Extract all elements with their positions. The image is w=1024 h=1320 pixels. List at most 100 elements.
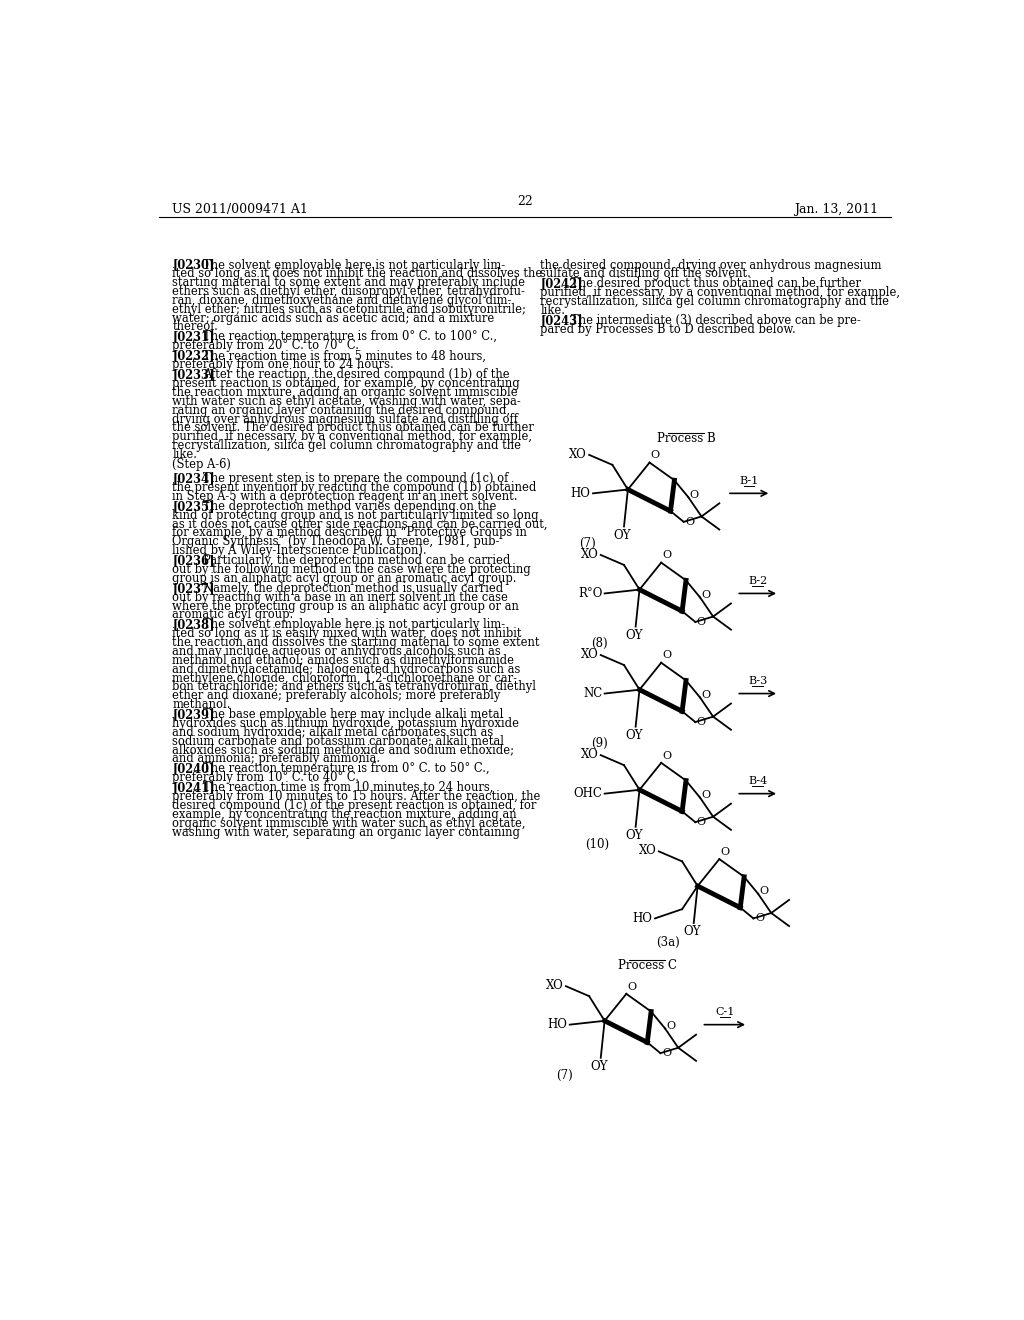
- Text: [0237]: [0237]: [172, 582, 215, 595]
- Text: B-2: B-2: [749, 576, 767, 586]
- Text: in Step A-5 with a deprotection reagent in an inert solvent.: in Step A-5 with a deprotection reagent …: [172, 490, 518, 503]
- Text: OY: OY: [613, 529, 631, 541]
- Text: O: O: [701, 590, 711, 601]
- Text: O: O: [760, 887, 769, 896]
- Text: O: O: [650, 450, 659, 461]
- Text: (Step A-6): (Step A-6): [172, 458, 231, 471]
- Text: present reaction is obtained, for example, by concentrating: present reaction is obtained, for exampl…: [172, 378, 520, 391]
- Text: with water such as ethyl acetate, washing with water, sepa-: with water such as ethyl acetate, washin…: [172, 395, 521, 408]
- Text: [0238]: [0238]: [172, 618, 215, 631]
- Text: OY: OY: [626, 628, 643, 642]
- Text: the present invention by reacting the compound (1b) obtained: the present invention by reacting the co…: [172, 480, 537, 494]
- Text: Organic Synthesis” (by Theodora W. Greene, 1981, pub-: Organic Synthesis” (by Theodora W. Green…: [172, 535, 500, 548]
- Text: [0235]: [0235]: [172, 500, 215, 512]
- Text: After the reaction, the desired compound (1b) of the: After the reaction, the desired compound…: [203, 368, 510, 381]
- Text: O: O: [697, 717, 706, 727]
- Text: lished by A Wiley-Interscience Publication).: lished by A Wiley-Interscience Publicati…: [172, 544, 427, 557]
- Text: O: O: [627, 982, 636, 991]
- Text: XO: XO: [581, 548, 598, 561]
- Text: OY: OY: [626, 829, 643, 842]
- Text: [0236]: [0236]: [172, 554, 215, 568]
- Text: The intermediate (3) described above can be pre-: The intermediate (3) described above can…: [571, 314, 861, 327]
- Text: O: O: [720, 847, 729, 857]
- Text: 22: 22: [517, 195, 532, 209]
- Text: like.: like.: [172, 447, 198, 461]
- Text: B-3: B-3: [749, 676, 767, 686]
- Text: B-1: B-1: [739, 475, 759, 486]
- Text: Process B: Process B: [656, 432, 716, 445]
- Text: [0230]: [0230]: [172, 259, 215, 272]
- Text: OY: OY: [591, 1060, 608, 1073]
- Text: methanol.: methanol.: [172, 698, 230, 711]
- Text: the desired compound, drying over anhydrous magnesium: the desired compound, drying over anhydr…: [541, 259, 882, 272]
- Text: ethers such as diethyl ether, diisopropyl ether, tetrahydrofu-: ethers such as diethyl ether, diisopropy…: [172, 285, 525, 298]
- Text: preferably from 10° C. to 40° C.: preferably from 10° C. to 40° C.: [172, 771, 359, 784]
- Text: purified, if necessary, by a conventional method, for example,: purified, if necessary, by a conventiona…: [541, 286, 900, 300]
- Text: The reaction temperature is from 0° C. to 50° C.,: The reaction temperature is from 0° C. t…: [203, 763, 489, 775]
- Text: Particularly, the deprotection method can be carried: Particularly, the deprotection method ca…: [203, 554, 511, 568]
- Text: out by the following method in the case where the protecting: out by the following method in the case …: [172, 562, 530, 576]
- Text: and may include aqueous or anhydrous alcohols such as: and may include aqueous or anhydrous alc…: [172, 645, 501, 657]
- Text: OY: OY: [626, 729, 643, 742]
- Text: US 2011/0009471 A1: US 2011/0009471 A1: [172, 203, 308, 216]
- Text: (7): (7): [579, 537, 596, 550]
- Text: ran, dioxane, dimethoxyethane and diethylene glycol dim-: ran, dioxane, dimethoxyethane and diethy…: [172, 294, 512, 308]
- Text: HO: HO: [570, 487, 591, 500]
- Text: O: O: [701, 690, 711, 700]
- Text: HO: HO: [633, 912, 652, 925]
- Text: washing with water, separating an organic layer containing: washing with water, separating an organi…: [172, 825, 520, 838]
- Text: O: O: [662, 1048, 671, 1059]
- Text: purified, if necessary, by a conventional method, for example,: purified, if necessary, by a conventiona…: [172, 430, 532, 444]
- Text: O: O: [662, 751, 671, 760]
- Text: sulfate and distilling off the solvent.: sulfate and distilling off the solvent.: [541, 268, 752, 280]
- Text: XO: XO: [639, 843, 656, 857]
- Text: The desired product thus obtained can be further: The desired product thus obtained can be…: [571, 277, 861, 290]
- Text: [0243]: [0243]: [541, 314, 583, 327]
- Text: O: O: [755, 913, 764, 924]
- Text: NC: NC: [583, 686, 602, 700]
- Text: [0239]: [0239]: [172, 708, 215, 721]
- Text: alkoxides such as sodium methoxide and sodium ethoxide;: alkoxides such as sodium methoxide and s…: [172, 743, 514, 756]
- Text: ited so long as it is easily mixed with water, does not inhibit: ited so long as it is easily mixed with …: [172, 627, 521, 640]
- Text: (7): (7): [556, 1069, 572, 1081]
- Text: out by reacting with a base in an inert solvent in the case: out by reacting with a base in an inert …: [172, 590, 508, 603]
- Text: bon tetrachloride; and ethers such as tetrahydrofuran, diethyl: bon tetrachloride; and ethers such as te…: [172, 680, 537, 693]
- Text: The base employable here may include alkali metal: The base employable here may include alk…: [203, 708, 504, 721]
- Text: recrystallization, silica gel column chromatography and the: recrystallization, silica gel column chr…: [541, 296, 889, 308]
- Text: [0232]: [0232]: [172, 350, 215, 363]
- Text: recrystallization, silica gel column chromatography and the: recrystallization, silica gel column chr…: [172, 440, 521, 451]
- Text: preferably from one hour to 24 hours.: preferably from one hour to 24 hours.: [172, 358, 394, 371]
- Text: preferably from 10 minutes to 15 hours. After the reaction, the: preferably from 10 minutes to 15 hours. …: [172, 791, 541, 803]
- Text: the solvent. The desired product thus obtained can be further: the solvent. The desired product thus ob…: [172, 421, 535, 434]
- Text: B-4: B-4: [749, 776, 767, 785]
- Text: methanol and ethanol; amides such as dimethylformamide: methanol and ethanol; amides such as dim…: [172, 653, 514, 667]
- Text: Namely, the deprotection method is usually carried: Namely, the deprotection method is usual…: [203, 582, 504, 595]
- Text: preferably from 20° C. to 70° C.: preferably from 20° C. to 70° C.: [172, 339, 359, 352]
- Text: O: O: [697, 616, 706, 627]
- Text: O: O: [697, 817, 706, 828]
- Text: kind of protecting group and is not particularly limited so long: kind of protecting group and is not part…: [172, 508, 539, 521]
- Text: The reaction time is from 10 minutes to 24 hours,: The reaction time is from 10 minutes to …: [203, 781, 494, 795]
- Text: the reaction and dissolves the starting material to some extent: the reaction and dissolves the starting …: [172, 636, 540, 649]
- Text: sodium carbonate and potassium carbonate; alkali metal: sodium carbonate and potassium carbonate…: [172, 735, 504, 747]
- Text: [0242]: [0242]: [541, 277, 583, 290]
- Text: example, by concentrating the reaction mixture, adding an: example, by concentrating the reaction m…: [172, 808, 517, 821]
- Text: (3a): (3a): [656, 936, 680, 949]
- Text: and ammonia; preferably ammonia.: and ammonia; preferably ammonia.: [172, 752, 380, 766]
- Text: The solvent employable here is not particularly lim-: The solvent employable here is not parti…: [203, 618, 505, 631]
- Text: ether and dioxane; preferably alcohols; more preferably: ether and dioxane; preferably alcohols; …: [172, 689, 501, 702]
- Text: The reaction time is from 5 minutes to 48 hours,: The reaction time is from 5 minutes to 4…: [203, 350, 486, 363]
- Text: [0241]: [0241]: [172, 781, 215, 795]
- Text: hydroxides such as lithium hydroxide, potassium hydroxide: hydroxides such as lithium hydroxide, po…: [172, 717, 519, 730]
- Text: as it does not cause other side reactions and can be carried out,: as it does not cause other side reaction…: [172, 517, 548, 531]
- Text: and sodium hydroxide; alkali metal carbonates such as: and sodium hydroxide; alkali metal carbo…: [172, 726, 494, 739]
- Text: XO: XO: [569, 447, 587, 461]
- Text: rating an organic layer containing the desired compound,: rating an organic layer containing the d…: [172, 404, 510, 417]
- Text: The reaction temperature is from 0° C. to 100° C.,: The reaction temperature is from 0° C. t…: [203, 330, 498, 343]
- Text: ited so long as it does not inhibit the reaction and dissolves the: ited so long as it does not inhibit the …: [172, 268, 543, 280]
- Text: The solvent employable here is not particularly lim-: The solvent employable here is not parti…: [203, 259, 505, 272]
- Text: (9): (9): [591, 738, 607, 751]
- Text: The deprotection method varies depending on the: The deprotection method varies depending…: [203, 500, 497, 512]
- Text: XO: XO: [546, 979, 563, 991]
- Text: (8): (8): [591, 638, 607, 651]
